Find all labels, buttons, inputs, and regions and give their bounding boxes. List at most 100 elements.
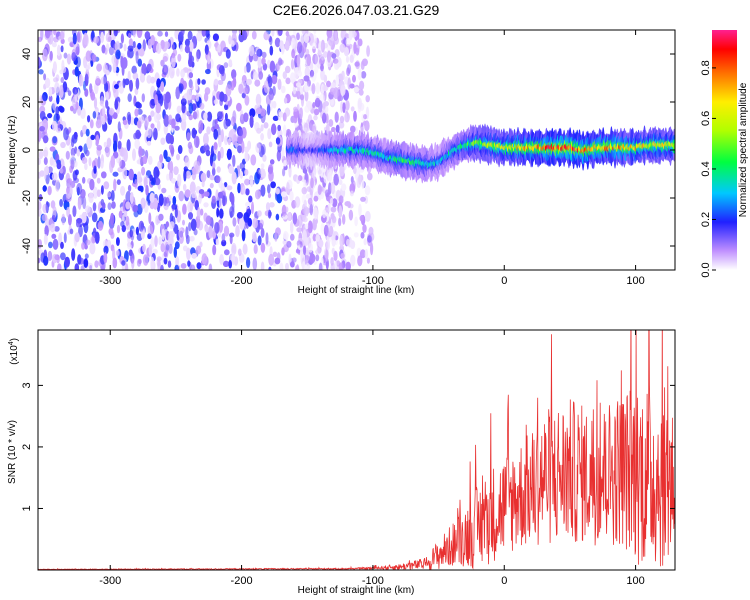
spectrogram-cell <box>246 257 251 269</box>
spectrogram-cell <box>323 101 330 107</box>
spectrogram-cell <box>132 41 136 48</box>
spectrogram-cell <box>86 136 93 149</box>
spectrogram-cell <box>122 78 126 89</box>
spectrogram-cell <box>91 212 98 223</box>
spectrogram-cell <box>180 263 187 269</box>
spectrogram-cell <box>349 190 354 197</box>
spectrogram-cell <box>276 193 283 204</box>
spectrogram-cell <box>123 43 127 52</box>
spectrogram-cell <box>284 65 291 74</box>
spectrogram-cell <box>54 226 60 232</box>
spectrogram-cell <box>150 110 155 117</box>
spectrogram-cell <box>136 171 142 184</box>
spectrogram-cell <box>297 175 303 182</box>
spectrogram-cell <box>260 108 266 117</box>
spectrogram-cell <box>63 232 67 243</box>
spectrogram-cell <box>349 54 354 63</box>
spectrogram-cell <box>360 196 366 202</box>
spectrogram-cell <box>199 102 205 110</box>
spectrogram-cell <box>146 140 152 146</box>
spectrogram-cell <box>268 253 275 266</box>
spectrogram-cell <box>132 204 138 213</box>
spectrogram-cell <box>128 32 132 39</box>
spectrogram-cell <box>291 37 296 49</box>
spectrogram-cell <box>148 212 152 224</box>
spectrogram-cell <box>285 31 290 37</box>
spectrogram-cell <box>160 39 165 50</box>
spectrogram-cell <box>74 169 79 176</box>
spectrogram-cell <box>360 126 365 134</box>
spectrogram-cell <box>84 244 88 250</box>
spectrogram-cell <box>112 257 118 269</box>
spectrogram-cell <box>219 146 224 159</box>
spectrogram-cell <box>56 113 60 121</box>
spectrogram-cell <box>151 177 156 184</box>
spectrogram-cell <box>149 192 155 203</box>
spectrogram-cell <box>350 254 356 267</box>
spectrogram-cell <box>312 102 316 108</box>
spectrogram-cell <box>366 45 370 57</box>
spectrogram-cell <box>96 189 101 197</box>
spectrogram-cell <box>68 214 72 226</box>
spectrogram-cell <box>195 136 199 148</box>
spectrogram-cell <box>260 133 264 141</box>
spectrogram-cell <box>131 65 137 75</box>
spectrogram-y-label: Frequency (Hz) <box>7 116 18 185</box>
spectrogram-cell <box>51 120 58 131</box>
spectrogram-cell <box>245 62 251 73</box>
spectrogram-cell <box>306 54 312 66</box>
spectrogram-cell <box>200 208 204 216</box>
x-tick-label: -300 <box>99 575 121 587</box>
spectrogram-cell <box>76 148 81 157</box>
spectrogram-cell <box>340 253 345 259</box>
spectrogram-cell <box>41 214 48 222</box>
spectrogram-cell <box>102 202 106 210</box>
y-tick-label: 40 <box>21 48 33 60</box>
snr-series-line <box>38 330 675 570</box>
spectrogram-cell <box>49 50 53 61</box>
spectrogram-cell <box>338 205 343 218</box>
x-tick-label: -200 <box>231 275 253 287</box>
spectrogram-cell <box>312 233 317 242</box>
spectrogram-cell <box>199 241 203 248</box>
spectrogram-cell <box>192 111 198 120</box>
spectrogram-cell <box>314 97 321 108</box>
spectrogram-cell <box>218 65 225 75</box>
spectrogram-cell <box>249 115 254 128</box>
spectrogram-cell <box>292 212 298 225</box>
spectrogram-cell <box>118 210 123 219</box>
spectrogram-cell <box>358 203 362 217</box>
spectrogram-cell <box>231 69 237 80</box>
spectrogram-cell <box>180 98 187 106</box>
spectrogram-cell <box>366 257 370 264</box>
spectrogram-cell <box>132 148 136 161</box>
spectrogram-cell <box>358 89 364 96</box>
spectrogram-cell <box>74 263 79 270</box>
spectrogram-cell <box>122 119 128 126</box>
spectrogram-cell <box>74 66 79 77</box>
spectrogram-cell <box>217 150 221 162</box>
spectrogram-cell <box>127 184 132 192</box>
spectrogram-cell <box>163 196 167 207</box>
spectrogram-cell <box>364 248 369 260</box>
spectrogram-cell <box>196 206 201 220</box>
spectrogram-cell <box>251 201 254 214</box>
spectrogram-cell <box>102 239 108 248</box>
spectrogram-cell <box>73 131 78 140</box>
spectrogram-cell <box>94 231 100 244</box>
spectrogram-cell <box>278 57 283 66</box>
spectrogram-cell <box>100 31 105 43</box>
spectrogram-cell <box>323 224 329 237</box>
spectrogram-cell <box>307 197 313 205</box>
spectrogram-cell <box>241 30 248 41</box>
spectrogram-cell <box>67 178 73 184</box>
spectrogram-cell <box>346 238 350 247</box>
spectrogram-cell <box>342 214 346 225</box>
spectrogram-cell <box>330 206 337 213</box>
spectrogram-cell <box>174 125 180 131</box>
x-tick-label: -300 <box>99 275 121 287</box>
spectrogram-cell <box>257 56 262 69</box>
spectrogram-cell <box>129 229 134 238</box>
spectrogram-cell <box>60 241 64 249</box>
